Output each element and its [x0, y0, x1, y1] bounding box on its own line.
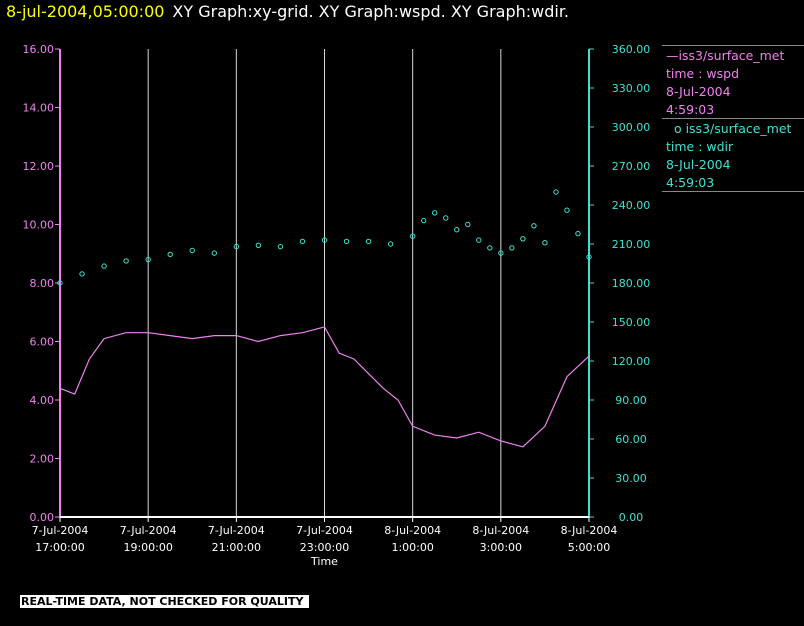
wdir-point — [57, 280, 63, 286]
wdir-point — [299, 238, 306, 245]
wdir-point — [277, 243, 284, 250]
x-tick-label-date: 7-Jul-2004 — [296, 524, 353, 537]
y-left-tick-label: 4.00 — [30, 394, 55, 407]
x-tick-label-time: 3:00:00 — [480, 541, 522, 554]
y-left-tick-label: 0.00 — [30, 511, 55, 524]
wdir-point — [575, 230, 581, 237]
x-tick-label-date: 7-Jul-2004 — [32, 524, 89, 537]
wdir-point — [79, 271, 85, 277]
legend-separator — [662, 45, 804, 46]
wdir-point — [487, 245, 493, 251]
legend-wspd-time: 4:59:03 — [666, 102, 715, 117]
x-tick-label-time: 17:00:00 — [35, 541, 84, 554]
wdir-point — [167, 251, 173, 258]
legend-wspd-date: 8-Jul-2004 — [666, 84, 731, 99]
x-axis-label: Time — [310, 555, 338, 568]
wdir-point — [531, 223, 537, 229]
legend-separator — [662, 118, 804, 119]
wdir-point — [465, 221, 471, 228]
y-right-tick-label: 330.00 — [612, 82, 651, 95]
y-left-tick-label: 12.00 — [23, 160, 55, 173]
y-right-tick-label: 300.00 — [612, 121, 651, 134]
wdir-point — [365, 238, 372, 245]
y-right-tick-label: 180.00 — [612, 277, 651, 290]
quality-warning: REAL-TIME DATA, NOT CHECKED FOR QUALITY — [20, 595, 310, 608]
wdir-point — [321, 237, 328, 243]
legend-wdir-name: o iss3/surface_met — [666, 121, 792, 136]
graph-title: XY Graph:xy-grid. XY Graph:wspd. XY Grap… — [172, 2, 570, 21]
wdir-point — [409, 233, 416, 239]
wdir-point — [586, 254, 592, 260]
y-left-tick-label: 2.00 — [30, 453, 55, 466]
wdir-point — [189, 247, 195, 254]
wdir-point — [387, 241, 394, 247]
legend-wdir-date: 8-Jul-2004 — [666, 157, 731, 172]
y-right-tick-label: 270.00 — [612, 160, 651, 173]
x-tick-label-time: 1:00:00 — [391, 541, 433, 554]
wdir-point — [542, 240, 548, 246]
wdir-point — [123, 258, 129, 264]
y-left-tick-label: 8.00 — [30, 277, 55, 290]
wdir-point — [443, 215, 449, 221]
wdir-point — [564, 207, 570, 213]
legend-wdir-time: 4:59:03 — [666, 175, 715, 190]
x-tick-label-time: 5:00:00 — [568, 541, 610, 554]
x-tick-label-date: 7-Jul-2004 — [120, 524, 177, 537]
y-right-tick-label: 240.00 — [612, 199, 651, 212]
legend-wspd-var: time : wspd — [666, 66, 740, 81]
y-left-tick-label: 16.00 — [23, 43, 55, 56]
y-right-tick-label: 120.00 — [612, 355, 651, 368]
y-left-tick-label: 6.00 — [30, 336, 55, 349]
wdir-point — [509, 245, 515, 251]
wdir-point — [145, 256, 151, 263]
x-tick-label-time: 21:00:00 — [212, 541, 261, 554]
wdir-point — [420, 217, 427, 224]
x-tick-label-date: 8-Jul-2004 — [384, 524, 441, 537]
wdir-point — [233, 243, 240, 250]
wdir-point — [255, 242, 262, 249]
x-tick-label-time: 23:00:00 — [300, 541, 349, 554]
x-tick-label-time: 19:00:00 — [123, 541, 172, 554]
legend-wdir-var: time : wdir — [666, 139, 734, 154]
wdir-point — [343, 238, 350, 245]
wdir-point — [101, 263, 107, 269]
timestamp-label: 8-jul-2004,05:00:00 — [6, 2, 165, 21]
x-tick-label-date: 7-Jul-2004 — [208, 524, 265, 537]
wdir-point — [476, 237, 482, 243]
x-tick-label-date: 8-Jul-2004 — [472, 524, 529, 537]
wdir-point — [498, 250, 504, 256]
y-left-tick-label: 10.00 — [23, 219, 55, 232]
legend-wspd-name: —iss3/surface_met — [666, 48, 785, 63]
legend-separator — [662, 191, 804, 192]
wdir-point — [211, 250, 217, 256]
y-right-tick-label: 360.00 — [612, 43, 651, 56]
y-right-tick-label: 0.00 — [619, 511, 644, 524]
y-left-tick-label: 14.00 — [23, 102, 55, 115]
title-bar: 8-jul-2004,05:00:00 XY Graph:xy-grid. XY … — [6, 2, 569, 21]
wspd-series-line — [59, 326, 590, 448]
y-right-tick-label: 90.00 — [615, 394, 647, 407]
wdir-point — [520, 236, 526, 242]
y-right-tick-label: 210.00 — [612, 238, 651, 251]
y-right-tick-label: 150.00 — [612, 316, 651, 329]
y-right-tick-label: 60.00 — [615, 433, 647, 446]
y-right-tick-label: 30.00 — [615, 472, 647, 485]
wdir-point — [454, 227, 460, 233]
wdir-point — [432, 210, 438, 216]
x-tick-label-date: 8-Jul-2004 — [561, 524, 618, 537]
wdir-point — [553, 189, 559, 195]
